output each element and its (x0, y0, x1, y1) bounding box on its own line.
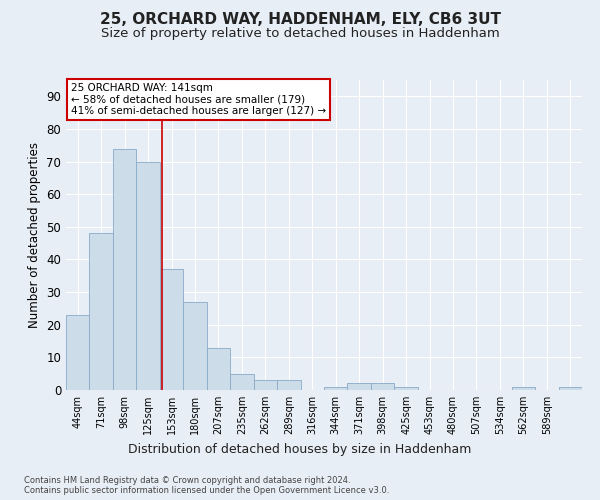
Bar (160, 270, 183, 390)
Bar (371, 384, 394, 390)
Bar (559, 386, 582, 390)
Y-axis label: Number of detached properties: Number of detached properties (28, 142, 41, 328)
Text: 25 ORCHARD WAY: 141sqm
← 58% of detached houses are smaller (179)
41% of semi-de: 25 ORCHARD WAY: 141sqm ← 58% of detached… (71, 83, 326, 116)
Bar (66, 315, 89, 390)
Bar (254, 380, 277, 390)
Text: Contains HM Land Registry data © Crown copyright and database right 2024.
Contai: Contains HM Land Registry data © Crown c… (24, 476, 389, 495)
Bar (113, 148, 136, 390)
Text: Size of property relative to detached houses in Haddenham: Size of property relative to detached ho… (101, 28, 499, 40)
Bar (207, 348, 230, 390)
Bar (136, 162, 160, 390)
Bar (512, 386, 535, 390)
Text: 25, ORCHARD WAY, HADDENHAM, ELY, CB6 3UT: 25, ORCHARD WAY, HADDENHAM, ELY, CB6 3UT (100, 12, 500, 28)
Bar (347, 384, 371, 390)
Bar (183, 302, 207, 390)
Bar (394, 386, 418, 390)
Text: Distribution of detached houses by size in Haddenham: Distribution of detached houses by size … (128, 442, 472, 456)
Bar (230, 374, 254, 390)
Bar (89, 234, 113, 390)
Bar (324, 386, 347, 390)
Bar (277, 380, 301, 390)
